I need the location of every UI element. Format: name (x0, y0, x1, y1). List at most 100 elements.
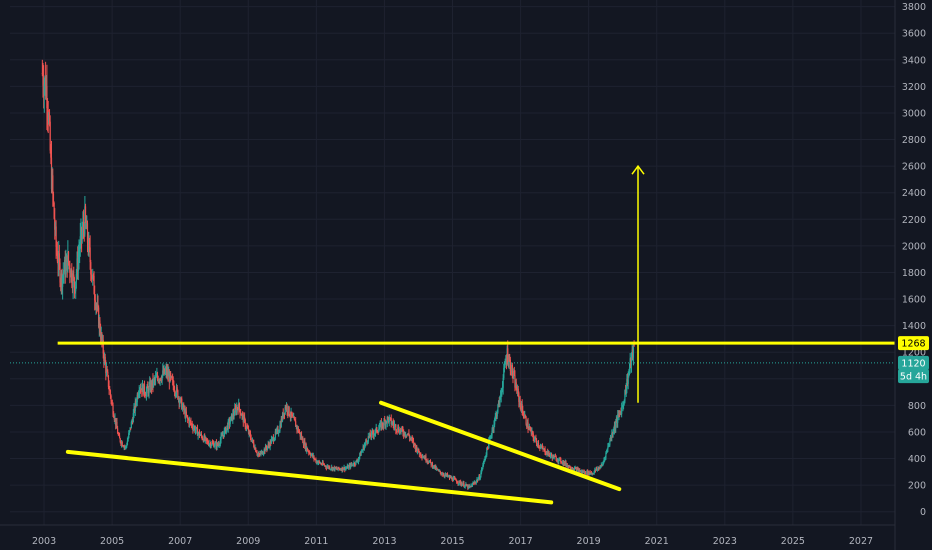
candle-body (230, 416, 232, 422)
candle-body (627, 375, 629, 384)
candle-body (458, 480, 460, 484)
candle-body (147, 388, 149, 394)
candle-body (500, 391, 502, 397)
candle-body (207, 441, 209, 444)
candle-body (609, 436, 612, 441)
candle-body (561, 462, 563, 464)
candle-body (211, 442, 213, 446)
time-axis[interactable]: 2003 2005 2007 2009 2011 2013 2015 2017 2019 2021… (0, 524, 895, 547)
candle-body (229, 421, 231, 424)
candle-body (135, 402, 138, 404)
candle-body (256, 452, 258, 455)
candle-body (185, 411, 187, 418)
candle-body (188, 419, 190, 425)
drawing-annotations[interactable] (10, 164, 895, 505)
candle-body (184, 409, 186, 418)
candle-body (425, 460, 428, 462)
candle-body (126, 444, 128, 447)
candle-body (406, 434, 409, 436)
candle-body (604, 457, 606, 459)
candle-body (166, 370, 168, 375)
candle-body (629, 358, 631, 368)
candle-body (48, 117, 50, 122)
candle-body (233, 415, 235, 417)
candle-body (362, 446, 364, 450)
candle-body (276, 429, 278, 433)
candle-body (599, 467, 601, 469)
candle-body (215, 442, 217, 444)
candle-body (494, 418, 496, 425)
candle-body (421, 456, 423, 458)
candle-body (452, 478, 455, 481)
candle-body (352, 465, 354, 467)
candle-body (466, 485, 468, 487)
candle-body (235, 408, 237, 413)
candle-body (281, 418, 283, 421)
candle-body (438, 470, 440, 472)
candle-body (168, 373, 170, 377)
candle-body (368, 436, 370, 438)
candle-body (189, 420, 191, 422)
candle-body (553, 455, 555, 459)
candle-body (238, 403, 240, 410)
candle-body (145, 395, 147, 397)
candle-body (542, 447, 544, 450)
candle-body (175, 387, 178, 395)
candle-body (197, 433, 199, 436)
candle-body (246, 426, 248, 429)
candle-body (563, 461, 565, 465)
candle-body (628, 367, 631, 372)
candle-body (581, 471, 583, 473)
candle-body (363, 445, 365, 450)
candle-body (411, 438, 413, 440)
candle-body (317, 461, 320, 463)
candle-body (592, 473, 594, 475)
candle-body (182, 404, 184, 406)
candle-body (591, 473, 593, 475)
candle-body (613, 430, 615, 433)
candle-body (426, 460, 428, 462)
candle-body (266, 446, 269, 449)
candle-body (173, 391, 176, 393)
candle-body (206, 440, 208, 442)
candle-body (83, 227, 85, 235)
candle-body (513, 373, 515, 376)
candle-body (480, 469, 483, 473)
candle-body (167, 370, 169, 377)
candle-body (204, 437, 206, 440)
candle-body (333, 467, 335, 471)
candle-body (129, 427, 131, 431)
candle-body (69, 272, 72, 278)
y-tick-label: 2800 (902, 135, 926, 146)
candle-body (353, 462, 356, 465)
price-axis[interactable]: 0200400600800100012001400160018002000220… (894, 0, 926, 550)
candle-body (549, 454, 551, 457)
trend-line[interactable] (65, 449, 554, 505)
candle-body (435, 468, 437, 470)
candle-body (388, 417, 390, 423)
candle-body (262, 452, 265, 454)
candle-body (80, 227, 82, 237)
candle-body (98, 307, 100, 328)
candle-body (223, 435, 225, 437)
candle-body (568, 465, 570, 467)
candle-body (432, 467, 434, 469)
candle-body (128, 433, 130, 438)
candle-body (78, 252, 80, 258)
candle-body (250, 438, 252, 442)
candle-body (415, 446, 417, 450)
candle-body (446, 474, 449, 477)
candle-body (521, 403, 523, 410)
candle-body (448, 475, 450, 477)
candle-body (616, 418, 618, 423)
x-tick-label: 2011 (304, 536, 328, 547)
candle-body (597, 467, 599, 469)
candle-body (226, 425, 229, 430)
candle-body (352, 464, 354, 466)
candle-body (345, 467, 347, 469)
candle-body (338, 467, 340, 469)
trend-line[interactable] (379, 400, 622, 492)
candle-body (490, 435, 492, 437)
candle-body (301, 437, 303, 439)
